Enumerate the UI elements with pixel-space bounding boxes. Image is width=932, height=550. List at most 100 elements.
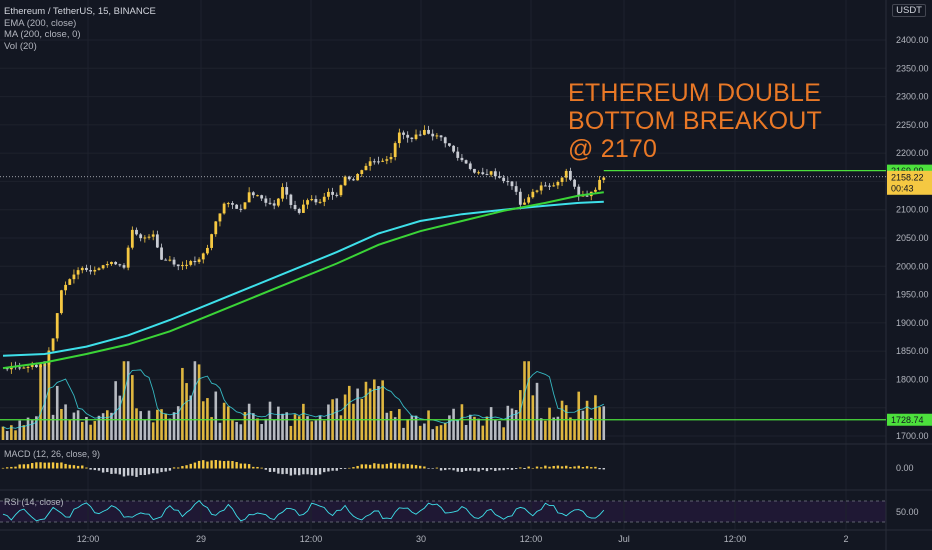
candle-body — [93, 269, 97, 272]
macd-bar — [85, 467, 88, 469]
volume-bar — [118, 395, 122, 440]
macd-bar — [272, 468, 276, 472]
volume-bar — [393, 417, 397, 440]
volume-bars — [1, 361, 606, 440]
candle-body — [518, 191, 522, 205]
macd-bar — [531, 467, 535, 469]
macd-bar — [31, 463, 34, 469]
volume-bar — [26, 417, 30, 440]
macd-bar — [285, 468, 288, 474]
ema-legend-item[interactable]: EMA (200, close) — [4, 17, 77, 29]
time-tick-label: 2 — [843, 534, 848, 544]
volume-bar — [560, 400, 564, 440]
macd-bar — [510, 468, 514, 470]
macd-bar — [498, 468, 501, 471]
symbol-title[interactable]: Ethereum / TetherUS, 15, BINANCE — [4, 6, 156, 17]
volume-bar — [569, 417, 572, 440]
candle-body — [385, 159, 389, 161]
macd-bar — [565, 465, 568, 469]
time-tick-label: 12:00 — [77, 534, 100, 544]
volume-bar — [573, 420, 576, 440]
candle-body — [226, 203, 230, 205]
macd-bar — [14, 466, 17, 469]
candle-body — [168, 259, 172, 261]
candle-body — [139, 234, 143, 239]
volume-bar — [418, 425, 422, 440]
candle-body — [485, 174, 489, 176]
volume-bar — [502, 427, 505, 440]
macd-bar — [585, 466, 589, 469]
candle-body — [510, 181, 514, 187]
macd-bar — [126, 468, 130, 476]
macd-bar — [323, 468, 326, 473]
volume-bar — [443, 422, 447, 440]
candle-body — [51, 338, 55, 351]
candle-body — [331, 191, 334, 195]
volume-bar — [427, 410, 430, 440]
last-price-label: 2158.22 — [891, 172, 924, 182]
macd-bar — [594, 466, 597, 469]
volume-bar — [226, 406, 230, 440]
rsi-legend[interactable]: RSI (14, close) — [4, 497, 64, 507]
candle-body — [531, 191, 535, 198]
candle-body — [297, 208, 301, 213]
candle-body — [172, 259, 176, 265]
candle-body — [372, 161, 376, 163]
candle-body — [527, 197, 531, 203]
candle-body — [506, 181, 510, 183]
macd-bar — [335, 468, 338, 471]
rsi-band — [0, 501, 886, 522]
macd-legend[interactable]: MACD (12, 26, close, 9) — [4, 449, 101, 459]
candles — [5, 125, 606, 374]
macd-bar — [573, 466, 576, 469]
ma-legend-item[interactable]: MA (200, close, 0) — [4, 29, 81, 40]
macd-bar — [114, 468, 117, 474]
macd-bar — [143, 468, 147, 476]
candle-body — [410, 137, 414, 139]
macd-bar — [427, 468, 430, 469]
macd-bar — [151, 468, 155, 474]
candle-body — [285, 187, 289, 195]
candle-body — [556, 181, 560, 186]
macd-bar — [252, 466, 255, 469]
macd-bar — [314, 468, 318, 476]
macd-bar — [552, 465, 555, 469]
volume-bar — [22, 425, 26, 440]
price-tick-label: 1700.00 — [896, 431, 929, 441]
candle-body — [577, 186, 581, 196]
chart-annotation[interactable]: ETHEREUM DOUBLE BOTTOM BREAKOUT @ 2170 — [568, 79, 822, 163]
candle-body — [114, 261, 118, 265]
volume-bar — [506, 405, 510, 440]
volume-bar — [72, 412, 76, 440]
candle-body — [18, 367, 22, 369]
macd-bar — [227, 460, 230, 469]
volume-legend-item[interactable]: Vol (20) — [4, 40, 37, 52]
candle-body — [581, 195, 585, 197]
candle-body — [193, 261, 197, 263]
macd-bar — [356, 465, 359, 469]
macd-bar — [435, 467, 439, 469]
volume-bar — [435, 426, 439, 440]
candle-body — [118, 264, 122, 266]
macd-bar — [448, 468, 451, 470]
price-tick-label: 1800.00 — [896, 374, 929, 384]
macd-bar — [527, 466, 530, 469]
candle-body — [439, 135, 443, 138]
macd-bar — [56, 462, 59, 469]
volume-bar — [5, 431, 9, 440]
currency-button[interactable]: USDT — [892, 4, 926, 17]
volume-bar — [14, 430, 17, 440]
candle-body — [105, 264, 109, 266]
candle-body — [560, 177, 564, 182]
candle-body — [122, 265, 126, 268]
volume-bar — [277, 406, 280, 440]
volume-bar — [498, 421, 501, 440]
macd-bar — [535, 466, 539, 469]
volume-bar — [55, 385, 59, 440]
candle-body — [80, 267, 84, 271]
macd-bar — [423, 466, 426, 469]
macd-bar — [51, 462, 55, 469]
volume-bar — [339, 415, 343, 440]
candle-body — [272, 203, 276, 206]
